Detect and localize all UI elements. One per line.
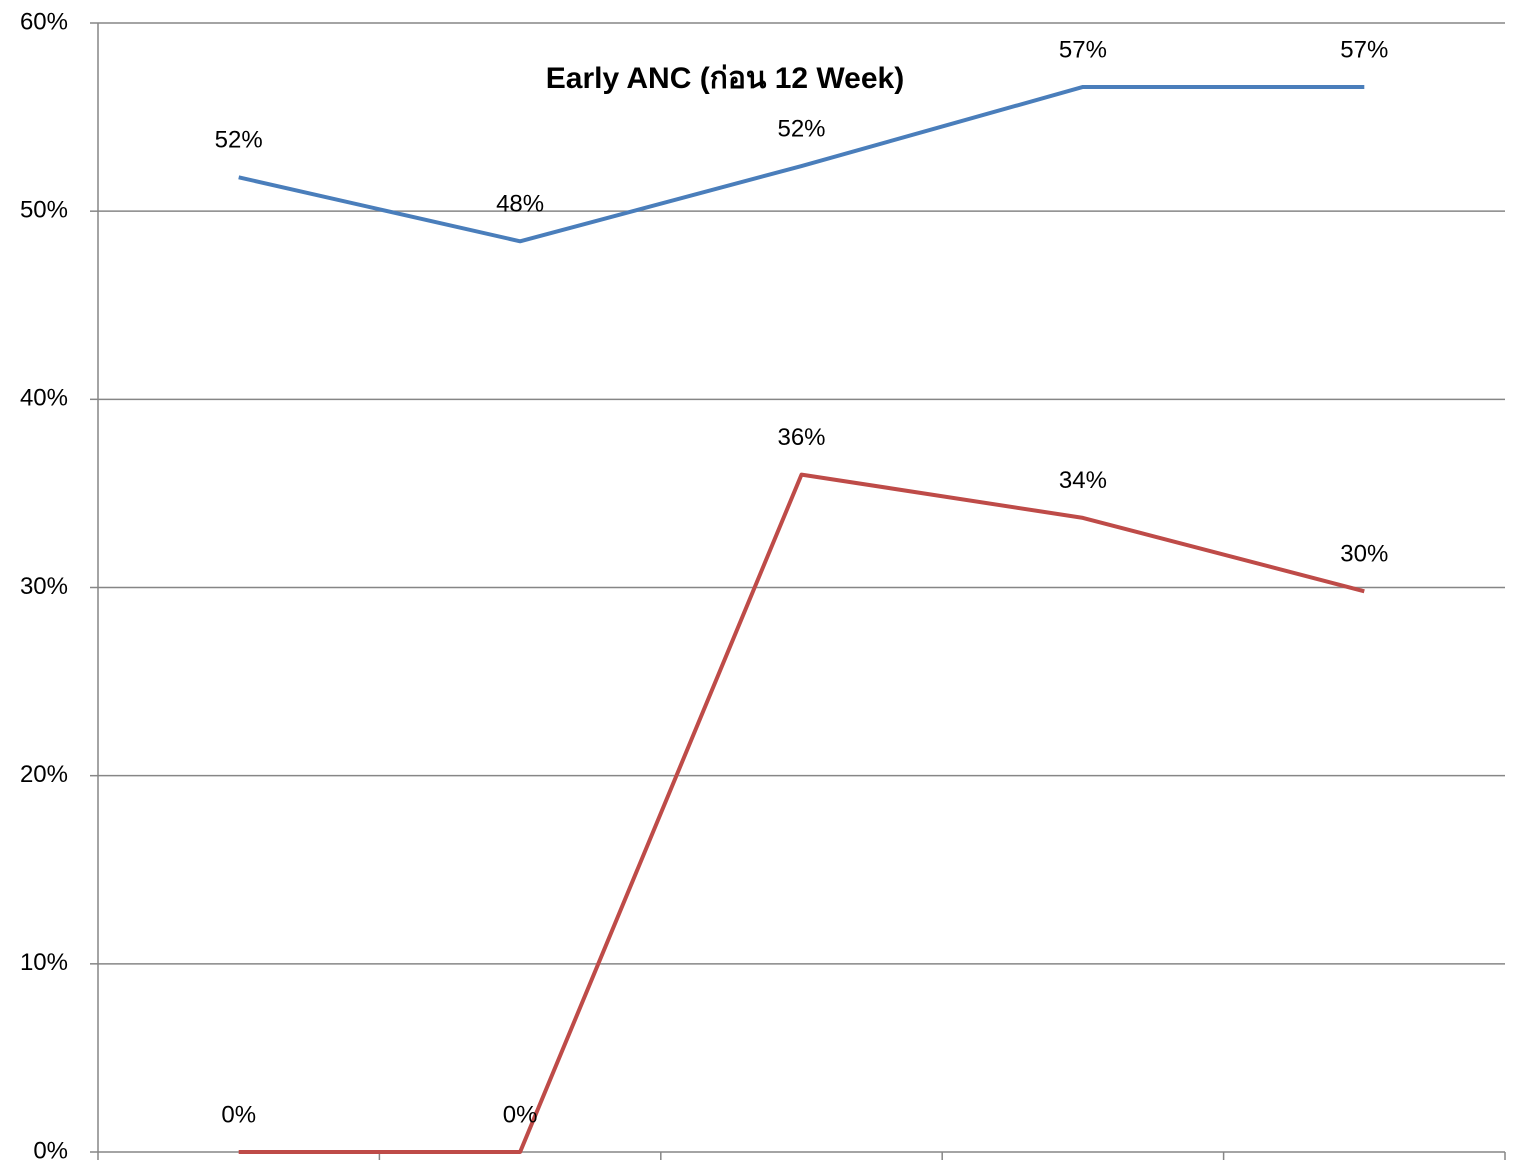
data-label: 0%	[221, 1101, 256, 1128]
y-tick-label: 20%	[20, 761, 68, 788]
data-label: 48%	[496, 191, 544, 218]
series-line	[238, 84, 1365, 244]
data-label: 36%	[777, 424, 825, 451]
data-label: 52%	[777, 115, 825, 142]
data-label: 57%	[1340, 36, 1388, 63]
y-tick-label: 40%	[20, 385, 68, 412]
y-tick-label: 60%	[20, 8, 68, 35]
y-tick-label: 50%	[20, 197, 68, 224]
y-tick-label: 30%	[20, 573, 68, 600]
data-label: 0%	[503, 1101, 538, 1128]
y-tick-label: 0%	[33, 1137, 68, 1161]
chart-title: Early ANC (ก่อน 12 Week)	[546, 62, 904, 95]
data-label: 30%	[1340, 541, 1388, 568]
data-label: 52%	[215, 127, 263, 154]
data-label: 34%	[1059, 467, 1107, 494]
y-tick-label: 10%	[20, 949, 68, 976]
series-line	[238, 472, 1365, 1154]
data-label: 57%	[1059, 36, 1107, 63]
